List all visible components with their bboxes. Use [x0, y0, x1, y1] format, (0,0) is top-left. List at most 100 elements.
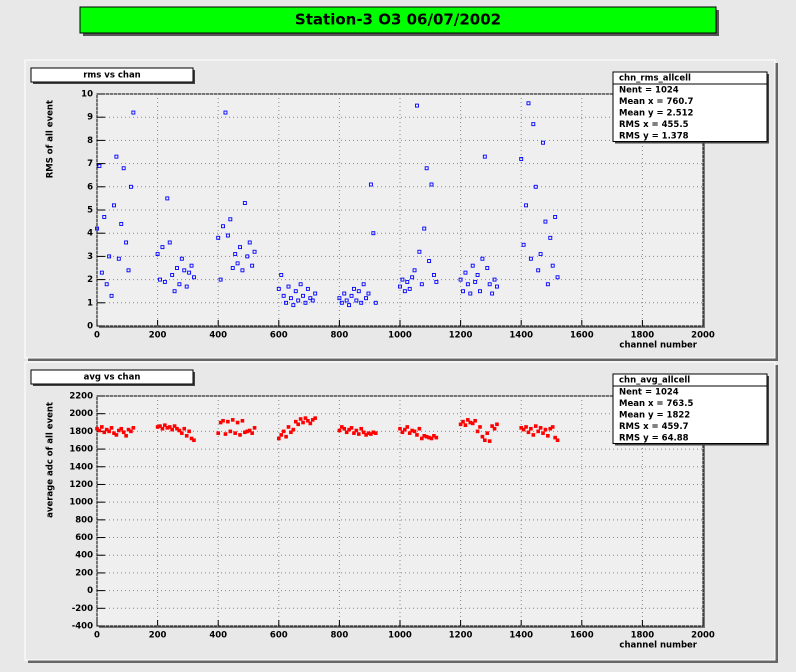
y-tick-label: 1800 [69, 427, 93, 437]
point [284, 434, 288, 439]
point [495, 284, 499, 289]
point [301, 420, 305, 425]
point [124, 434, 128, 438]
point [519, 157, 524, 161]
point [276, 436, 281, 441]
point [475, 273, 480, 277]
point [235, 261, 240, 266]
point [228, 429, 233, 434]
point [429, 436, 434, 441]
point [366, 291, 371, 296]
point [172, 424, 177, 428]
point [233, 252, 238, 257]
point [412, 429, 417, 434]
point [403, 427, 407, 432]
x-tick-label: 200 [149, 631, 167, 641]
point [344, 430, 349, 435]
point [313, 416, 317, 420]
point [95, 226, 99, 231]
title-box [79, 6, 717, 34]
point [373, 300, 378, 305]
point [536, 268, 541, 273]
point [531, 433, 536, 437]
point [434, 279, 439, 284]
point [410, 275, 415, 280]
point [291, 303, 296, 308]
point [303, 300, 308, 305]
point [129, 429, 133, 434]
point [555, 438, 560, 443]
point [521, 242, 526, 247]
point [526, 101, 531, 106]
point [470, 263, 475, 268]
x-tick-label: 0 [94, 331, 100, 341]
x-tick-label: 200 [149, 331, 167, 341]
point [405, 425, 410, 429]
y-tick-label: 8 [87, 136, 93, 146]
point [293, 289, 298, 294]
point [100, 425, 104, 429]
point [463, 423, 468, 427]
point [371, 231, 376, 236]
point [281, 429, 286, 434]
point [463, 270, 468, 275]
point [180, 431, 184, 435]
point [177, 428, 182, 433]
point [131, 426, 136, 430]
canvas-title: Station-3 O3 06/07/2002 [295, 11, 501, 29]
point [296, 422, 300, 427]
y-tick-label: 0 [87, 322, 93, 332]
point [225, 233, 230, 238]
point [364, 296, 369, 301]
stats-line: RMS x = 455.5 [619, 120, 689, 130]
point [402, 289, 407, 294]
y-axis-label: average adc of all event [46, 402, 56, 518]
y-tick-label: 1600 [69, 445, 93, 455]
point [490, 424, 494, 428]
point [461, 289, 465, 294]
y-tick-label: 5 [87, 206, 93, 216]
x-tick-label: 1000 [388, 331, 412, 341]
point [230, 266, 235, 270]
point [405, 279, 410, 284]
point [354, 298, 359, 303]
x-tick-label: 800 [331, 631, 349, 641]
y-tick-label: 6 [87, 182, 93, 192]
y-tick-label: 400 [75, 551, 93, 561]
y-tick-label: 2200 [69, 392, 93, 402]
point [126, 268, 131, 273]
point [538, 252, 543, 257]
point [553, 435, 557, 440]
point [342, 291, 347, 296]
point [480, 256, 485, 261]
point [175, 266, 179, 270]
point [158, 277, 162, 282]
point [252, 426, 257, 430]
point [160, 426, 165, 431]
point [165, 196, 170, 201]
y-tick-label: -200 [72, 604, 93, 614]
point [524, 425, 528, 429]
point [228, 217, 233, 222]
point [422, 226, 427, 231]
point [415, 433, 419, 437]
point [223, 432, 228, 436]
x-tick-label: 600 [270, 631, 288, 641]
point [276, 286, 281, 291]
point [124, 240, 129, 245]
y-axis-label: RMS of all event [46, 100, 56, 178]
point [485, 431, 490, 435]
point [104, 282, 109, 287]
x-axis-label: channel number [619, 341, 697, 351]
point [250, 431, 254, 435]
point [286, 284, 291, 289]
point [470, 421, 475, 426]
y-tick-label: 7 [87, 159, 93, 169]
y-tick-label: 0 [87, 586, 93, 596]
x-tick-label: 400 [209, 631, 227, 641]
point [528, 256, 533, 261]
stats-line: Mean x = 760.7 [619, 97, 693, 107]
point [167, 240, 172, 245]
point [419, 282, 424, 287]
